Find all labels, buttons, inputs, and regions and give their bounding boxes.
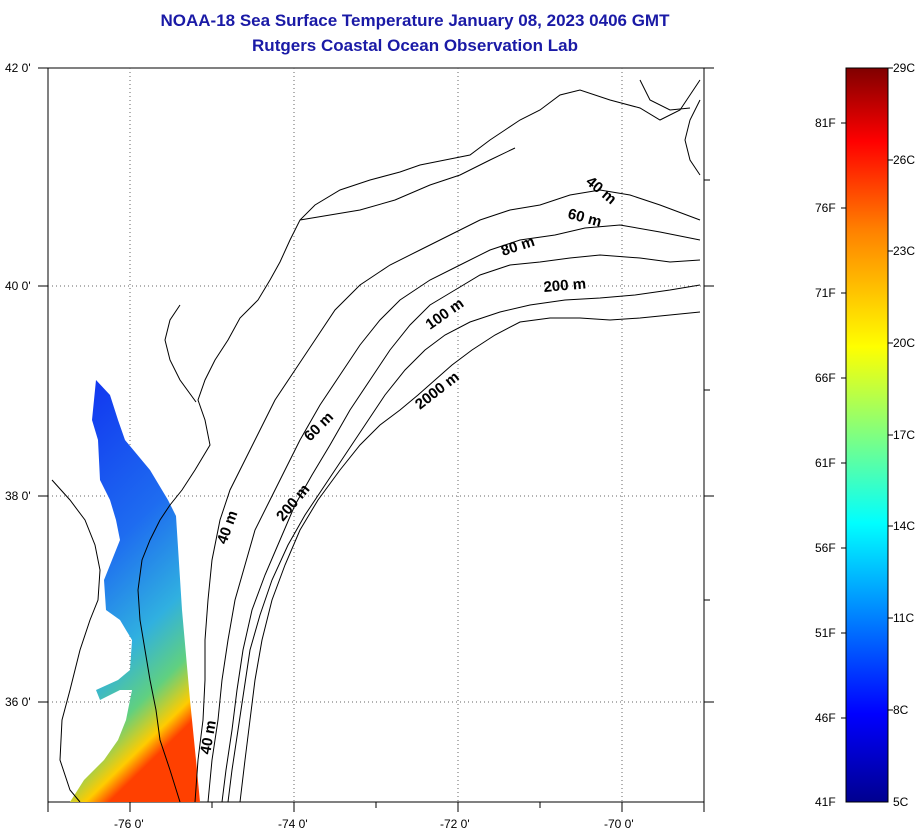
delaware-bay [164,304,197,403]
coastline [137,79,701,803]
celsius-label: 20C [893,336,915,350]
fahrenheit-label: 71F [815,286,836,300]
sst-swath [70,380,200,802]
celsius-label: 11C [893,611,914,625]
fahrenheit-label: 76F [815,201,836,215]
fahrenheit-label: 51F [815,626,836,640]
axis-ticks [38,67,714,812]
celsius-label: 23C [893,244,915,258]
lat-label: 36 0' [5,695,31,709]
colorbar-ticks [841,67,893,719]
lat-label: 40 0' [5,279,31,293]
western-shore [51,479,101,803]
celsius-label: 8C [893,703,909,717]
colorbar-celsius-labels: 29C 26C 23C 20C 17C 14C 11C 8C 5C [893,61,915,809]
colorbar [845,67,889,803]
lat-label: 42 0' [5,61,31,75]
celsius-label: 14C [893,519,915,533]
bathymetry-contours [194,79,701,803]
long-island-shore [299,147,516,221]
lon-label: -74 0' [278,817,308,831]
fahrenheit-label: 41F [815,795,836,809]
fahrenheit-label: 61F [815,456,836,470]
latitude-labels: 42 0' 40 0' 38 0' 36 0' [5,61,31,709]
contour-label: 200 m [543,275,587,296]
fahrenheit-label: 46F [815,711,836,725]
lon-label: -72 0' [440,817,470,831]
lon-label: -70 0' [604,817,634,831]
lon-label: -76 0' [114,817,144,831]
fahrenheit-label: 66F [815,371,836,385]
fahrenheit-label: 56F [815,541,836,555]
celsius-label: 29C [893,61,915,75]
longitude-labels: -76 0' -74 0' -72 0' -70 0' [114,817,634,831]
celsius-label: 5C [893,795,909,809]
fahrenheit-label: 81F [815,116,836,130]
map-grid [48,68,704,802]
celsius-label: 17C [893,428,915,442]
map-title: NOAA-18 Sea Surface Temperature January … [160,11,670,30]
lat-label: 38 0' [5,489,31,503]
map-subtitle: Rutgers Coastal Ocean Observation Lab [252,36,578,55]
contour-label: 40 m [197,719,220,756]
celsius-label: 26C [893,153,915,167]
colorbar-fahrenheit-labels: 81F 76F 71F 66F 61F 56F 51F 46F 41F [815,116,836,809]
